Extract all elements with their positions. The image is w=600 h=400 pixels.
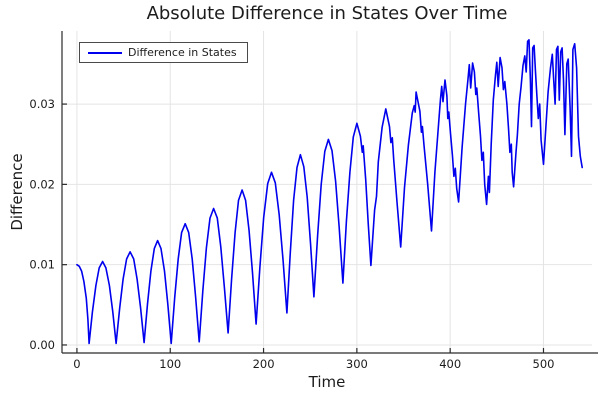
y-tick-label: 0.02 [29,177,55,191]
series-line [76,38,584,345]
chart-title: Absolute Difference in States Over Time [146,3,508,24]
legend-line-swatch [88,51,122,54]
x-tick-label: 300 [346,357,368,371]
y-axis-label: Difference [8,153,26,231]
x-axis-label: Time [308,373,346,391]
y-tick-label: 0.00 [29,338,55,352]
legend-label: Difference in States [128,46,237,59]
x-tick-label: 500 [533,357,555,371]
legend-box: Difference in States [79,42,248,63]
x-tick-label: 400 [439,357,461,371]
y-tick-label: 0.03 [29,97,55,111]
x-tick-label: 100 [159,357,181,371]
x-tick-label: 0 [73,357,80,371]
y-tick-label: 0.01 [29,258,55,272]
x-tick-label: 200 [253,357,275,371]
